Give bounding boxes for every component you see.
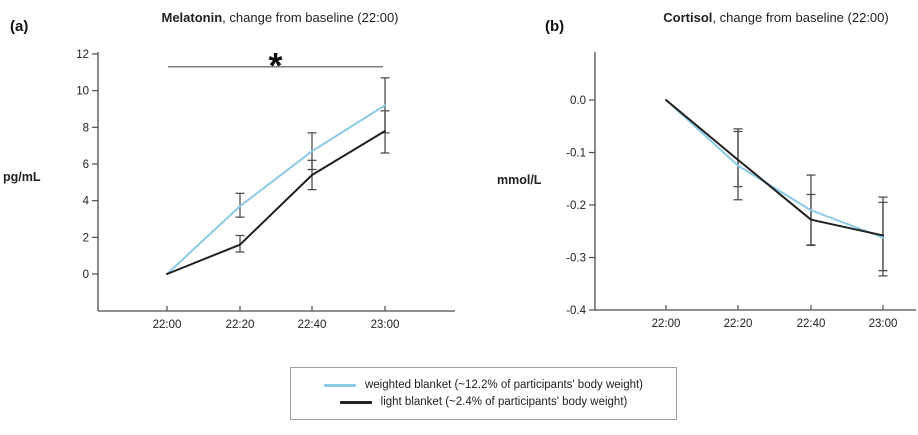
significance-asterisk: * [268, 45, 282, 86]
y-tick-label: 2 [83, 232, 89, 244]
x-tick-label: 22:40 [797, 318, 826, 330]
x-tick-label: 23:00 [869, 318, 898, 330]
cortisol-y-axis-unit: mmol/L [497, 173, 542, 187]
legend-label-light-blanket: light blanket (~2.4% of participants' bo… [380, 396, 628, 408]
light-blanket-line-swatch [339, 400, 372, 404]
y-tick-label: 10 [76, 86, 89, 98]
legend-label-weighted-blanket: weighted blanket (~12.2% of participants… [364, 379, 644, 391]
y-tick-label: -0.1 [566, 148, 586, 160]
y-tick-label: -0.2 [566, 200, 586, 212]
y-tick-label: 0.0 [570, 95, 586, 107]
x-tick-label: 22:40 [298, 319, 327, 331]
melatonin-chart: * 0 2 4 6 8 10 12 22:00 22:20 22:40 23:00 [76, 45, 455, 331]
x-tick-label: 22:20 [226, 319, 255, 331]
panel-b-label: (b) [545, 18, 565, 35]
series-line-light-blanket [665, 99, 884, 237]
panel-a-label: (a) [10, 18, 29, 35]
cortisol-title-rest: , change from baseline (22:00) [712, 10, 889, 25]
melatonin-chart-title: Melatonin, change from baseline (22:00) [60, 10, 500, 25]
cortisol-title-bold: Cortisol [663, 10, 713, 25]
melatonin-title-rest: , change from baseline (22:00) [222, 10, 399, 25]
melatonin-title-bold: Melatonin [161, 10, 223, 25]
weighted-blanket-line-swatch [323, 383, 356, 387]
x-tick-label: 22:20 [724, 318, 753, 330]
series-line-weighted-blanket [166, 104, 386, 275]
cortisol-chart: 0.0 -0.1 -0.2 -0.3 -0.4 22:00 22:20 22:40 23:00 [566, 52, 916, 330]
y-tick-label: 8 [83, 122, 89, 134]
y-tick-label: 4 [83, 196, 90, 208]
legend-item-light-blanket: light blanket (~2.4% of participants' bo… [291, 396, 676, 408]
x-tick-label: 23:00 [371, 319, 400, 331]
series-line-weighted-blanket [665, 99, 884, 239]
y-tick-label: 0 [83, 269, 89, 281]
cortisol-chart-title: Cortisol, change from baseline (22:00) [556, 10, 918, 25]
y-tick-label: 12 [76, 49, 89, 61]
x-tick-label: 22:00 [652, 318, 681, 330]
y-tick-label: 6 [83, 159, 89, 171]
y-tick-label: -0.4 [566, 305, 586, 317]
y-tick-label: -0.3 [566, 253, 586, 265]
series-line-light-blanket [166, 130, 386, 275]
melatonin-y-axis-unit: pg/mL [3, 170, 41, 184]
legend: weighted blanket (~12.2% of participants… [290, 367, 677, 420]
legend-item-weighted-blanket: weighted blanket (~12.2% of participants… [291, 379, 676, 391]
x-tick-label: 22:00 [153, 319, 182, 331]
